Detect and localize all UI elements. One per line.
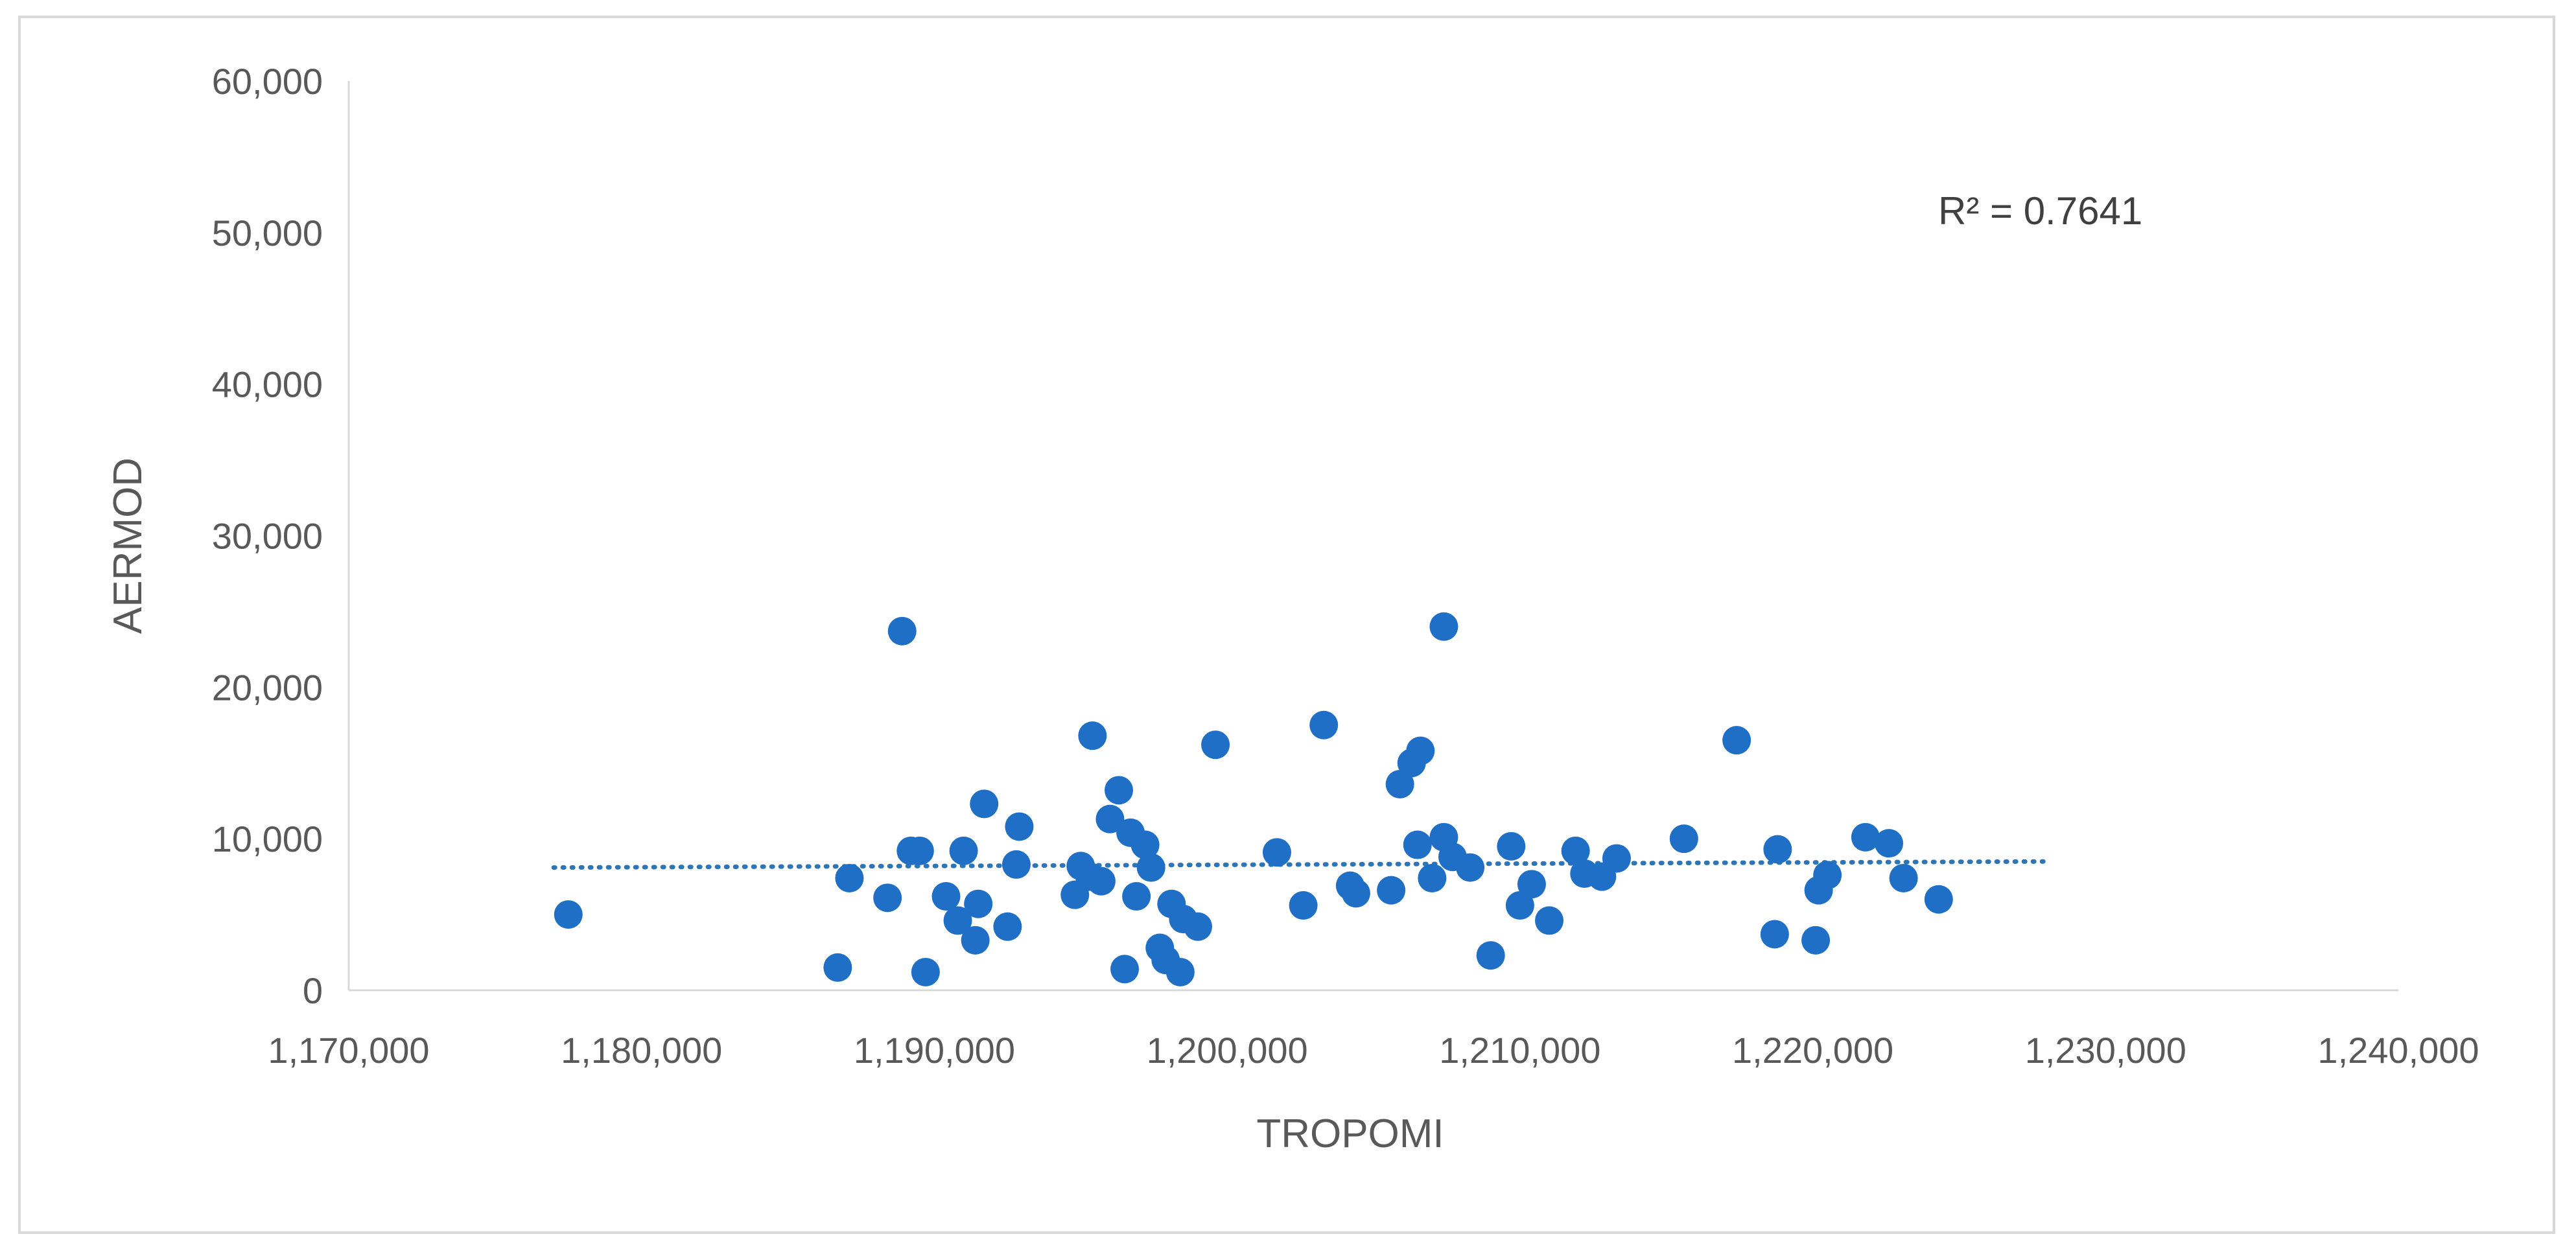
data-point [1813, 861, 1842, 890]
data-point [873, 883, 902, 913]
data-point [1136, 853, 1165, 882]
data-point [1385, 769, 1414, 798]
x-tick-label: 1,220,000 [1732, 1030, 1893, 1071]
y-tick-label: 20,000 [212, 667, 323, 708]
y-tick-label: 50,000 [212, 213, 323, 253]
chart-frame [18, 16, 2555, 1234]
data-point [1005, 812, 1034, 841]
data-point [943, 906, 972, 935]
y-axis-title: AERMOD [106, 458, 150, 634]
data-point [1130, 830, 1160, 859]
data-point [1377, 876, 1406, 905]
x-tick-label: 1,170,000 [268, 1030, 429, 1071]
data-point [554, 900, 583, 929]
data-point [1889, 863, 1918, 892]
data-point [1497, 832, 1526, 861]
axes [347, 81, 2398, 992]
x-tick-labels: 1,170,000 1,180,000 1,190,000 1,200,000 1,21… [268, 1030, 2479, 1071]
data-point [1183, 912, 1212, 941]
trendline [551, 859, 2050, 870]
data-point [1165, 957, 1195, 986]
data-point [1722, 726, 1751, 755]
data-point [964, 889, 993, 918]
data-point [993, 912, 1022, 941]
data-point [1418, 863, 1447, 892]
y-tick-label: 0 [303, 970, 323, 1011]
data-point [1456, 853, 1485, 882]
data-point [1289, 891, 1318, 920]
y-tick-label: 60,000 [212, 61, 323, 102]
x-tick-label: 1,240,000 [2317, 1030, 2479, 1071]
y-tick-labels: 0 10,000 20,000 30,000 40,000 50,000 60,000 [212, 61, 323, 1011]
data-point [835, 863, 864, 892]
data-point [1763, 835, 1792, 864]
data-points [554, 612, 1953, 986]
data-point [1406, 736, 1435, 765]
data-point [1086, 866, 1116, 896]
data-point [1760, 920, 1789, 949]
data-point [1517, 870, 1546, 899]
data-point [1924, 885, 1953, 914]
data-point [887, 616, 917, 645]
x-tick-label: 1,190,000 [854, 1030, 1015, 1071]
x-axis-title: TROPOMI [1256, 1111, 1444, 1156]
r-squared-annotation: R² = 0.7641 [1938, 189, 2142, 233]
x-tick-label: 1,180,000 [561, 1030, 722, 1071]
data-point [1341, 879, 1370, 908]
data-point [1851, 822, 1880, 852]
data-point [1801, 925, 1831, 955]
data-point [1078, 721, 1107, 750]
data-point [1476, 941, 1505, 970]
data-point [1505, 891, 1534, 920]
data-point [949, 836, 978, 865]
y-tick-label: 40,000 [212, 364, 323, 405]
y-tick-label: 10,000 [212, 819, 323, 859]
data-point [970, 789, 999, 819]
data-point [1403, 830, 1432, 859]
x-tick-label: 1,200,000 [1147, 1030, 1308, 1071]
data-point [961, 925, 990, 955]
data-point [1105, 776, 1134, 805]
data-point [1602, 844, 1631, 873]
data-point [1669, 824, 1698, 854]
data-point [1095, 804, 1125, 833]
data-point [1309, 710, 1339, 739]
data-point [1122, 882, 1151, 911]
data-point [905, 836, 934, 865]
x-tick-label: 1,210,000 [1439, 1030, 1600, 1071]
x-tick-label: 1,230,000 [2025, 1030, 2186, 1071]
data-point [1561, 836, 1590, 865]
data-point [1001, 850, 1031, 879]
data-point [931, 882, 961, 911]
data-point [1535, 906, 1564, 935]
data-point [1429, 612, 1458, 641]
y-tick-label: 30,000 [212, 516, 323, 557]
data-point [1262, 838, 1291, 867]
data-point [1875, 829, 1904, 858]
data-point [911, 957, 940, 986]
data-point [1201, 730, 1230, 760]
data-point [1110, 955, 1140, 984]
data-point [823, 953, 852, 982]
